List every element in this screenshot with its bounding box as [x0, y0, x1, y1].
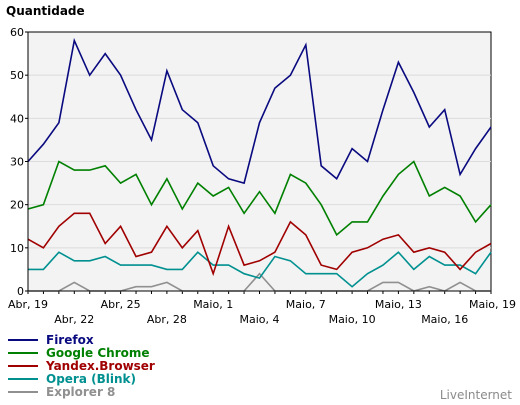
y-tick-label: 30 [10, 156, 24, 169]
legend-label: Yandex.Browser [46, 358, 155, 373]
legend-item-explorer-8: Explorer 8 [8, 384, 155, 399]
legend-swatch [8, 338, 38, 341]
series-line-firefox [27, 37, 492, 185]
legend-item-firefox: Firefox [8, 332, 155, 347]
series-line-yandex-browser [27, 212, 492, 277]
legend-swatch [8, 377, 38, 380]
y-tick-label: 60 [10, 26, 24, 39]
x-tick-label: Maio, 4 [239, 313, 279, 326]
x-tick-label: Abr, 22 [54, 313, 94, 326]
x-tick-label: Maio, 13 [375, 298, 422, 311]
y-axis-label: Quantidade [6, 4, 85, 18]
legend-item-opera-blink-: Opera (Blink) [8, 371, 155, 386]
legend-item-yandex-browser: Yandex.Browser [8, 358, 155, 373]
x-tick-label: Abr, 19 [8, 298, 48, 311]
y-tick-label: 40 [10, 112, 24, 125]
x-tick-label: Maio, 19 [469, 298, 516, 311]
x-tick-label: Maio, 1 [193, 298, 233, 311]
x-tick-label: Maio, 10 [329, 313, 376, 326]
y-tick-label: 50 [10, 69, 24, 82]
legend-item-google-chrome: Google Chrome [8, 345, 155, 360]
legend: Firefox Google Chrome Yandex.Browser Opera … [8, 332, 155, 399]
y-tick-label: 20 [10, 199, 24, 212]
legend-swatch [8, 364, 38, 367]
legend-label: Opera (Blink) [46, 371, 136, 386]
legend-label: Firefox [46, 332, 94, 347]
x-tick-label: Abr, 25 [101, 298, 141, 311]
liveinternet-brand: LiveInternet [439, 388, 512, 402]
legend-label: Google Chrome [46, 345, 150, 360]
x-tick-label: Maio, 16 [421, 313, 468, 326]
legend-swatch [8, 351, 38, 354]
legend-swatch [8, 390, 38, 393]
legend-label: Explorer 8 [46, 384, 116, 399]
x-tick-label: Maio, 7 [286, 298, 326, 311]
series-line-opera-blink- [28, 251, 492, 288]
y-tick-label: 10 [10, 242, 24, 255]
series-line-google-chrome [27, 160, 492, 237]
x-tick-label: Abr, 28 [147, 313, 187, 326]
y-tick-label: 0 [17, 285, 24, 298]
